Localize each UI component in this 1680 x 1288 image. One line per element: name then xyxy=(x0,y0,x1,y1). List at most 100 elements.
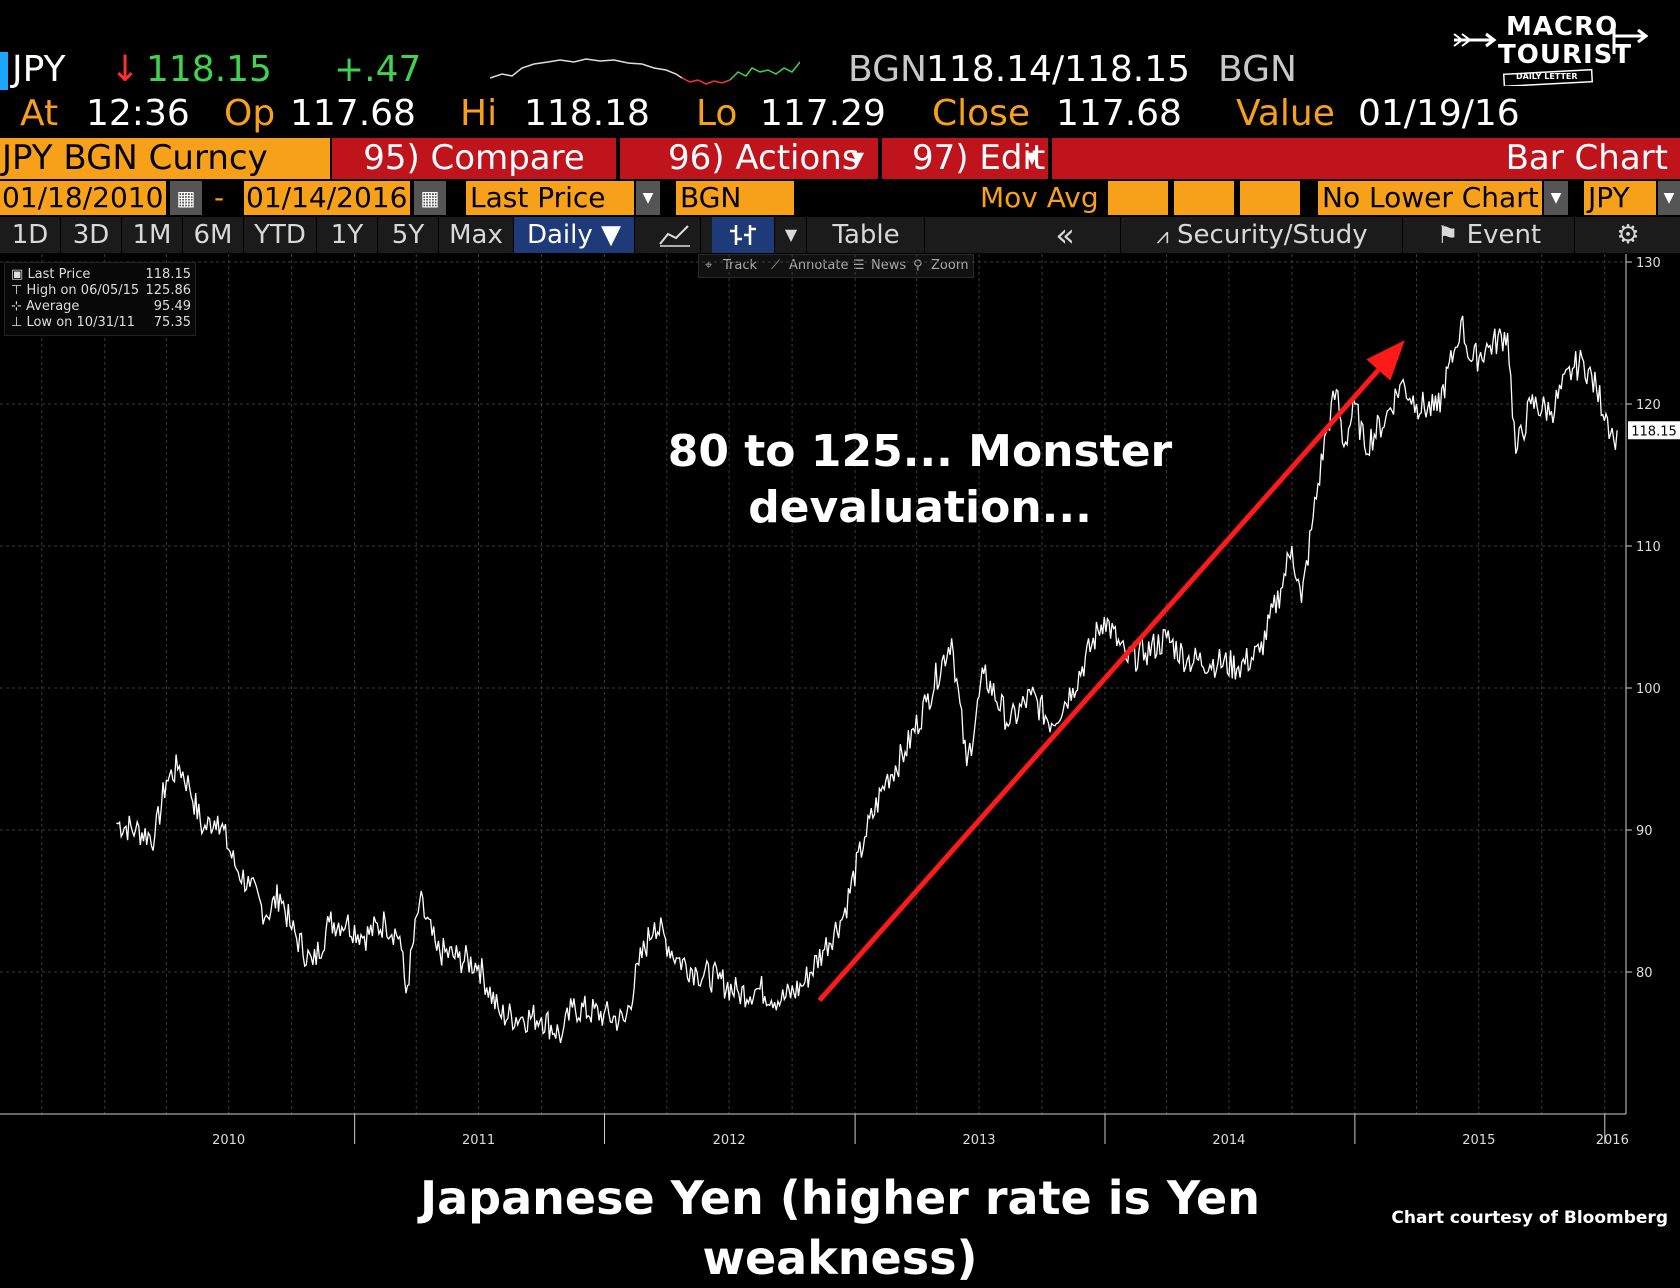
chevron-down-icon[interactable]: ▼ xyxy=(776,217,807,253)
legend-last-label: Last Price xyxy=(27,267,91,282)
annotation-line2: devaluation... xyxy=(748,482,1092,533)
calendar-icon[interactable]: ▦ xyxy=(414,181,446,215)
open-value: 117.68 xyxy=(290,93,416,134)
gear-icon[interactable]: ⚙ xyxy=(1576,217,1680,253)
mov-avg-field-2[interactable] xyxy=(1174,181,1234,215)
price-line xyxy=(116,315,1618,1044)
price-chart[interactable]: 80 90 100 110 120 130 2010 2011 2012 2013 2014 2015… xyxy=(0,254,1680,1164)
y-tick-label: 80 xyxy=(1636,966,1653,981)
x-tick-label: 2010 xyxy=(212,1133,245,1148)
at-value: 12:36 xyxy=(86,93,190,134)
tab-6m[interactable]: 6M xyxy=(183,217,244,253)
low-value: 117.29 xyxy=(760,93,886,134)
annotate-button[interactable]: Annotate xyxy=(789,258,849,273)
ohlc-row: At 12:36 Op 117.68 Hi 118.18 Lo 117.29 C… xyxy=(0,92,1680,136)
tab-1m[interactable]: 1M xyxy=(122,217,183,253)
lower-chart-select[interactable]: No Lower Chart xyxy=(1318,181,1542,215)
security-field[interactable]: JPY BGN Curncy xyxy=(0,138,330,179)
tab-ytd[interactable]: YTD xyxy=(244,217,317,253)
collapse-icon[interactable]: « xyxy=(1010,217,1121,253)
legend-last-value: 118.15 xyxy=(145,267,192,282)
command-bar: JPY BGN Curncy 95) Compare 96) Actions ▼… xyxy=(0,138,1680,179)
annotation-line1: 80 to 125... Monster xyxy=(667,426,1173,477)
tab-max[interactable]: Max xyxy=(439,217,514,253)
end-date-field[interactable]: 01/14/2016 xyxy=(244,181,410,215)
arrow-shaft xyxy=(817,368,1381,1003)
price-series xyxy=(116,315,1618,1044)
start-date-field[interactable]: 01/18/2010 xyxy=(0,181,166,215)
chart-grid xyxy=(0,254,1626,1114)
frequency-select[interactable]: Daily ▼ xyxy=(514,217,635,253)
edit-button[interactable]: 97) Edit ▼ xyxy=(882,138,1048,179)
actions-label: 96) Actions xyxy=(668,138,860,178)
bar-chart-icon[interactable] xyxy=(712,217,775,253)
open-label: Op xyxy=(224,93,276,134)
legend-low-value: 75.35 xyxy=(153,315,191,330)
news-button[interactable]: News xyxy=(871,258,907,273)
chevron-down-icon[interactable]: ▼ xyxy=(636,181,660,215)
calendar-icon[interactable]: ▦ xyxy=(170,181,202,215)
line-chart-icon[interactable] xyxy=(650,217,701,253)
track-button[interactable]: Track xyxy=(723,258,758,273)
logo-line1: MACRO xyxy=(1506,12,1619,42)
quote-row: JPY ↓ 118.15 +.47 BGN 118.14/118.15 BGN xyxy=(0,48,1680,92)
event-button[interactable]: ⚑ Event xyxy=(1404,217,1575,253)
settings-bar: 01/18/2010 ▦ - 01/14/2016 ▦ Last Price ▼… xyxy=(0,181,1680,215)
chart-axes: 80 90 100 110 120 130 2010 2011 2012 2013 2014 2015… xyxy=(0,254,1680,1148)
security-study-button[interactable]: ⩘ Security/Study xyxy=(1122,217,1403,253)
line-chart-glyph xyxy=(659,225,690,247)
last-price: 118.15 xyxy=(146,49,272,90)
x-tick-label: 2014 xyxy=(1212,1133,1245,1148)
mov-avg-label: Mov Avg xyxy=(980,181,1099,214)
macro-tourist-logo: MACRO TOURIST DAILY LETTER xyxy=(1448,10,1648,86)
study-icon: ⩘ xyxy=(1156,224,1169,249)
table-button[interactable]: Table xyxy=(808,217,925,253)
chevron-down-icon[interactable]: ▼ xyxy=(1544,181,1568,215)
chevron-down-icon: ▼ xyxy=(851,148,864,167)
low-label: Lo xyxy=(696,93,738,134)
down-arrow-icon: ↓ xyxy=(110,49,141,90)
close-label: Close xyxy=(932,93,1031,134)
at-label: At xyxy=(20,93,59,134)
y-tick-label: 100 xyxy=(1636,682,1661,697)
zoom-button[interactable]: Zoom xyxy=(931,258,969,273)
ticker: JPY xyxy=(12,49,66,90)
legend-last-icon: ▣ xyxy=(11,267,24,282)
bgn-label-2: BGN xyxy=(1218,49,1297,90)
last-value-marker xyxy=(1628,421,1680,440)
close-value: 117.68 xyxy=(1056,93,1182,134)
track-icon: ⌖ xyxy=(705,258,713,273)
compare-button[interactable]: 95) Compare xyxy=(332,138,616,179)
legend-average-label: Average xyxy=(26,299,80,314)
legend-high-value: 125.86 xyxy=(145,283,192,298)
chart-tools: ⌖ Track ⟋ Annotate ☰ News ⚲ Zoom xyxy=(698,254,974,278)
chevron-down-icon[interactable]: ▼ xyxy=(1658,181,1680,215)
x-tick-label: 2012 xyxy=(713,1133,746,1148)
figure-caption: Japanese Yen (higher rate is Yen weaknes… xyxy=(420,1171,1260,1285)
mov-avg-field-3[interactable] xyxy=(1240,181,1300,215)
legend-average-icon: ⊹ xyxy=(11,299,22,314)
ticker-marker xyxy=(0,52,8,90)
source-field[interactable]: BGN xyxy=(676,181,794,215)
chart-type-title: Bar Chart xyxy=(1052,138,1680,179)
logo-arrows-icon xyxy=(1453,26,1648,86)
tab-1d[interactable]: 1D xyxy=(0,217,61,253)
actions-button[interactable]: 96) Actions ▼ xyxy=(620,138,878,179)
legend-average-value: 95.49 xyxy=(153,299,191,314)
high-label: Hi xyxy=(460,93,498,134)
mov-avg-field-1[interactable] xyxy=(1108,181,1168,215)
x-tick-label: 2015 xyxy=(1462,1133,1495,1148)
price-field-select[interactable]: Last Price xyxy=(466,181,634,215)
period-tabs: 1D 3D 1M 6M YTD 1Y 5Y Max Daily ▼ ▼ Tabl… xyxy=(0,217,1680,253)
tab-1y[interactable]: 1Y xyxy=(317,217,378,253)
logo-line2: TOURIST xyxy=(1498,40,1633,70)
chart-legend[interactable]: ▣ Last Price 118.15 ⊤ High on 06/05/15 1… xyxy=(4,262,196,336)
tab-3d[interactable]: 3D xyxy=(61,217,122,253)
news-icon: ☰ xyxy=(853,258,865,273)
intraday-sparkline xyxy=(490,58,800,85)
date-dash: - xyxy=(214,181,225,214)
legend-high-label: High on 06/05/15 xyxy=(26,283,140,298)
currency-select[interactable]: JPY xyxy=(1584,181,1656,215)
tab-5y[interactable]: 5Y xyxy=(378,217,439,253)
x-tick-label: 2013 xyxy=(962,1133,995,1148)
